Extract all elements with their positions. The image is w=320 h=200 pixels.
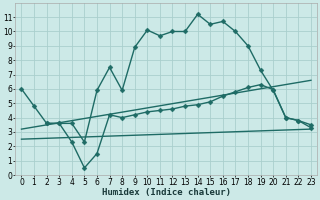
X-axis label: Humidex (Indice chaleur): Humidex (Indice chaleur) <box>102 188 231 197</box>
